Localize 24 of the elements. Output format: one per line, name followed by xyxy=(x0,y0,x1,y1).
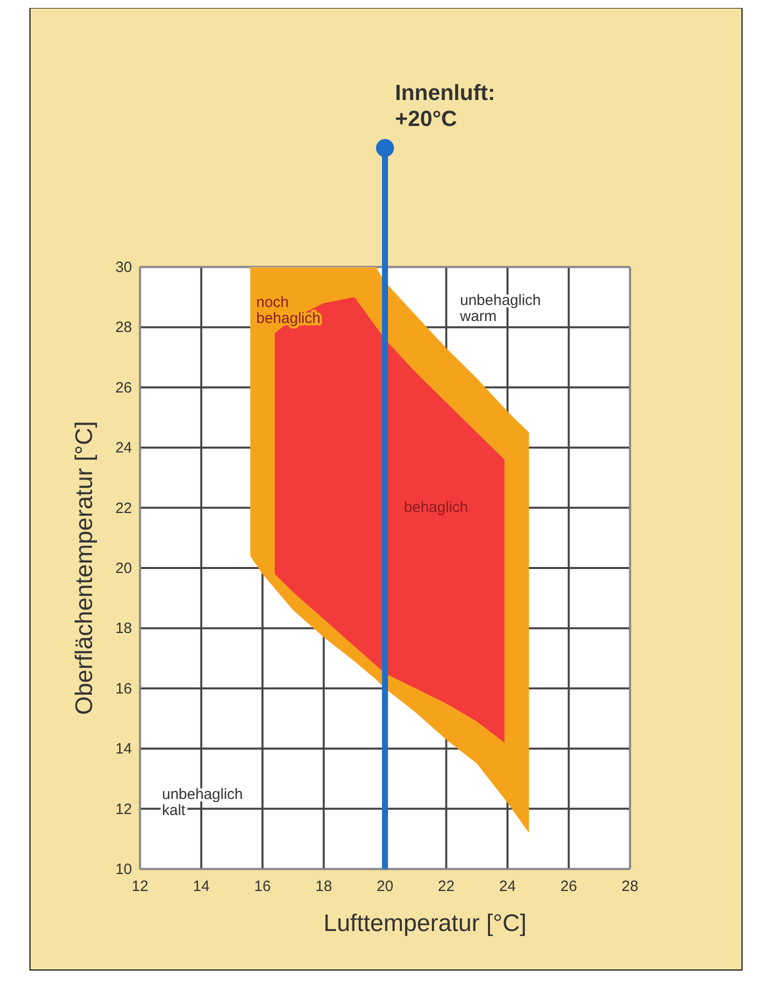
x-tick-label: 24 xyxy=(499,878,516,895)
x-tick-label: 22 xyxy=(438,878,455,895)
x-tick-label: 12 xyxy=(132,878,148,895)
x-tick-label: 26 xyxy=(560,878,578,895)
series-label: behaglich xyxy=(404,499,468,516)
x-tick-label: 28 xyxy=(622,878,638,895)
y-tick-label: 10 xyxy=(115,861,132,878)
x-tick-label: 20 xyxy=(376,878,394,895)
y-tick-label: 12 xyxy=(115,800,132,818)
y-tick-label: 28 xyxy=(115,319,132,336)
x-axis-title: Lufttemperatur [°C] xyxy=(323,910,527,937)
y-axis-title: Oberflächentemperatur [°C] xyxy=(71,421,98,715)
x-tick-label: 14 xyxy=(192,878,210,895)
y-tick-label: 24 xyxy=(115,440,132,457)
y-tick-label: 30 xyxy=(115,259,132,276)
y-tick-label: 18 xyxy=(115,620,132,638)
y-tick-label: 26 xyxy=(115,379,132,396)
x-tick-label: 18 xyxy=(315,878,332,895)
y-tick-label: 20 xyxy=(115,560,132,577)
ref-line-label: Innenluft: +20°C xyxy=(395,80,496,131)
x-tick-label: 16 xyxy=(254,878,271,895)
y-tick-label: 16 xyxy=(115,680,132,698)
y-tick-label: 22 xyxy=(115,500,132,517)
y-tick-label: 14 xyxy=(115,740,132,758)
